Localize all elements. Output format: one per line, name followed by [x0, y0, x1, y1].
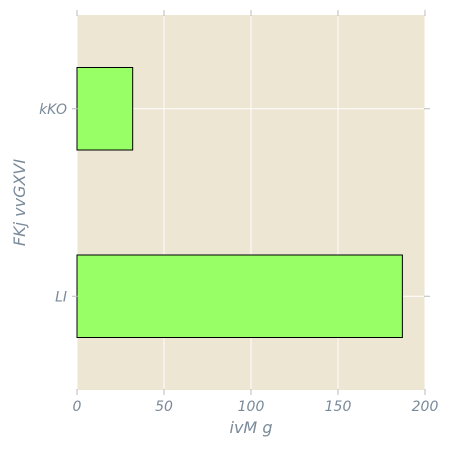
bar-LI — [76, 254, 403, 338]
x-tick-label: 50 — [155, 399, 173, 415]
y-tick-label: LI — [55, 289, 67, 305]
x-tick-label: 200 — [412, 399, 439, 415]
y-axis-ticks: LI kKO — [39, 102, 430, 305]
bar-kKO — [76, 67, 134, 151]
x-tick-label: 0 — [73, 399, 82, 415]
x-axis-ticks: 0 50 100 150 200 — [73, 10, 439, 415]
x-tick-label: 100 — [238, 399, 265, 415]
x-tick-label: 150 — [325, 399, 352, 415]
y-tick-label: kKO — [39, 102, 67, 118]
y-axis-label: FKj vvGXVI — [10, 159, 29, 246]
bars — [76, 67, 403, 338]
x-axis-label: ivM g — [230, 418, 273, 437]
